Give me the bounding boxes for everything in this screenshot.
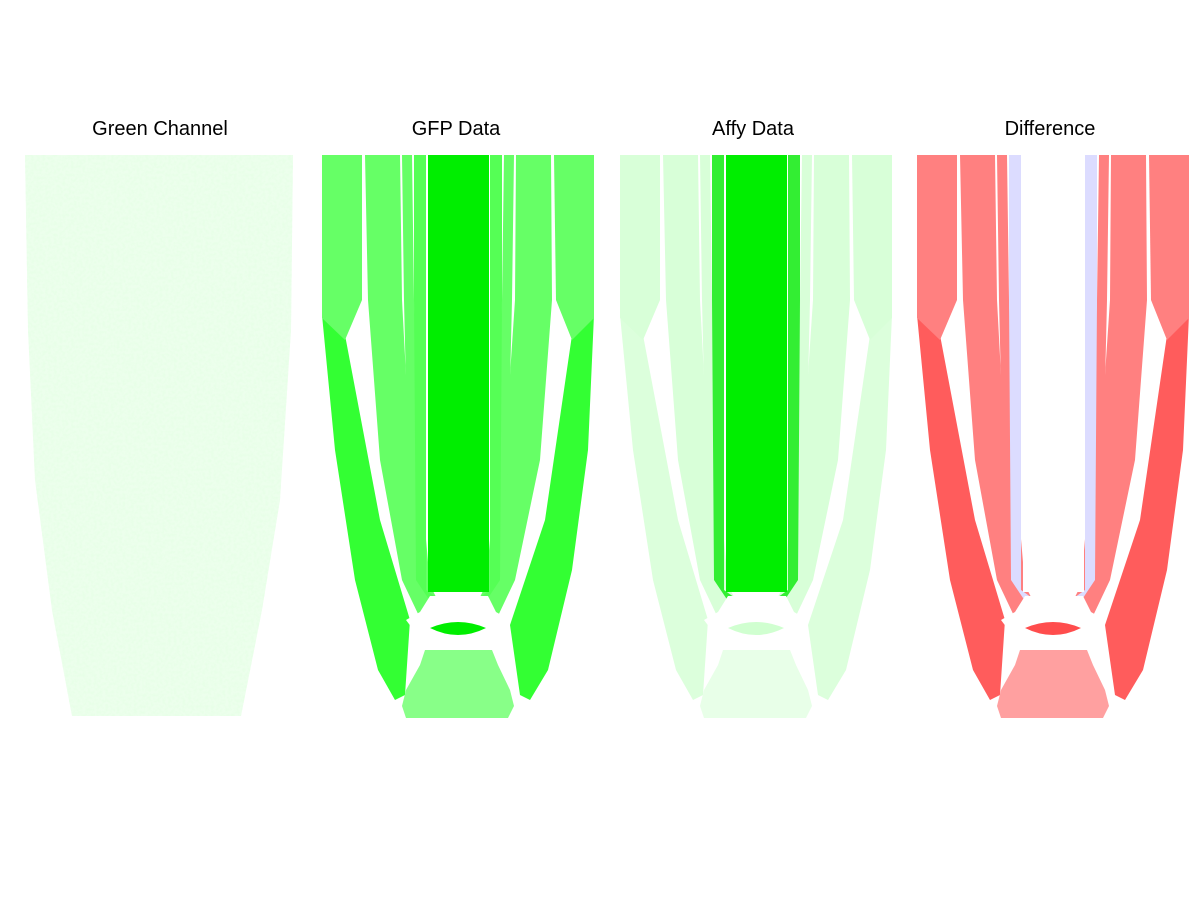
endodermis-left (700, 155, 738, 612)
outer-lower-right (808, 315, 892, 700)
pericycle-left (1009, 155, 1035, 604)
stele (726, 155, 787, 592)
outer-upper-left (620, 155, 660, 340)
outer-upper-left (322, 155, 362, 340)
outer-upper-right (852, 155, 892, 340)
green-channel-panel (25, 155, 293, 716)
endodermis-right (1071, 155, 1109, 612)
endodermis-right (774, 155, 812, 612)
green-channel-noise (25, 155, 293, 716)
pericycle-left (414, 155, 440, 604)
panel-title-gfp-data: GFP Data (411, 118, 501, 140)
outer-lower-left (620, 315, 708, 700)
cortex-left (960, 155, 1030, 618)
columella-cap (402, 650, 514, 718)
pericycle-left (712, 155, 738, 604)
pericycle-right (476, 155, 502, 604)
stele (1023, 155, 1084, 592)
outer-upper-right (1149, 155, 1189, 340)
quiescent-center-ring (704, 596, 808, 646)
quiescent-center-ring (406, 596, 510, 646)
endodermis-left (402, 155, 440, 612)
pericycle-right (774, 155, 800, 604)
difference-root-diagram (917, 155, 1189, 718)
affy-root-diagram (620, 155, 892, 718)
endodermis-right (476, 155, 514, 612)
outer-upper-left (917, 155, 957, 340)
endodermis-left (997, 155, 1035, 612)
outer-lower-right (510, 315, 594, 700)
panel-title-green-channel: Green Channel (92, 118, 228, 140)
quiescent-center (1025, 622, 1081, 635)
pericycle-right (1071, 155, 1097, 604)
outer-upper-right (554, 155, 594, 340)
outer-lower-left (322, 315, 410, 700)
cortex-left (663, 155, 733, 618)
cortex-left (365, 155, 435, 618)
quiescent-center (430, 622, 486, 635)
panel-title-difference: Difference (1004, 118, 1096, 140)
stele (428, 155, 489, 592)
outer-lower-right (1105, 315, 1189, 700)
quiescent-center-ring (1001, 596, 1105, 646)
columella-cap (700, 650, 812, 718)
outer-lower-left (917, 315, 1005, 700)
quiescent-center (728, 622, 784, 635)
columella-cap (997, 650, 1109, 718)
panel-title-affy-data: Affy Data (712, 118, 794, 140)
gfp-root-diagram (322, 155, 594, 718)
